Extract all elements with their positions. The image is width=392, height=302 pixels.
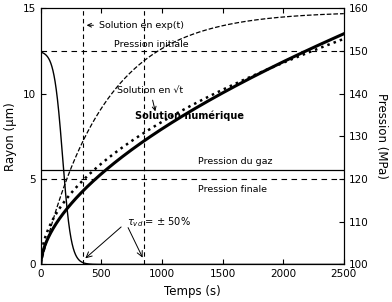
Y-axis label: Pression (MPa): Pression (MPa) [375, 93, 388, 179]
Text: Solution en √t: Solution en √t [117, 86, 183, 110]
X-axis label: Temps (s): Temps (s) [164, 285, 221, 298]
Text: $\tau_{vd}$ = ± 50%: $\tau_{vd}$ = ± 50% [127, 216, 191, 230]
Text: Pression finale: Pression finale [198, 185, 267, 194]
Text: Solution numérique: Solution numérique [135, 111, 244, 121]
Text: Pression initiale: Pression initiale [114, 40, 188, 49]
Text: Solution en exp(t): Solution en exp(t) [88, 21, 184, 30]
Text: Pression du gaz: Pression du gaz [198, 156, 273, 165]
Y-axis label: Rayon (µm): Rayon (µm) [4, 102, 17, 171]
